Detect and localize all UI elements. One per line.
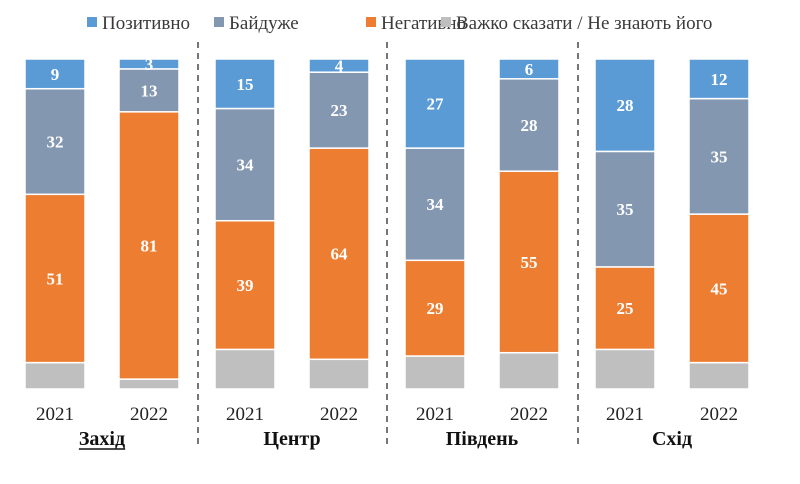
data-label-pos: 12	[711, 70, 728, 89]
region-label: Захід	[79, 428, 125, 450]
bar-segment-neg	[498, 170, 560, 354]
legend-label-dk: Важко сказати / Не знають його	[456, 13, 712, 34]
bar-segment-dk	[594, 348, 656, 390]
data-label-pos: 4	[335, 57, 344, 76]
bar-segment-neg	[118, 111, 180, 380]
bar-segment-neg	[594, 266, 656, 351]
data-label-neg: 64	[331, 245, 349, 264]
year-label: 2021	[36, 404, 74, 425]
data-label-neg: 51	[47, 269, 64, 288]
legend-swatch-dk	[441, 17, 451, 27]
data-label-pos: 6	[525, 60, 534, 79]
bar-segment-dk	[688, 361, 750, 390]
region-label: Схід	[652, 428, 692, 450]
legend-swatch-pos	[87, 17, 97, 27]
region-label: Центр	[263, 428, 320, 450]
bar-segment-dk	[308, 358, 370, 390]
legend-label-pos: Позитивно	[102, 13, 190, 34]
data-label-neg: 55	[521, 253, 538, 272]
legend-swatch-neg	[366, 17, 376, 27]
bar-segment-neg	[308, 147, 370, 361]
data-label-ind: 28	[521, 116, 538, 135]
bar-segment-dk	[24, 361, 86, 390]
bar-segment-dk	[214, 348, 276, 390]
data-label-ind: 34	[237, 156, 255, 175]
bar-segment-neg	[688, 213, 750, 364]
bar-segment-dk	[404, 355, 466, 390]
bar-segment-dk	[118, 378, 180, 390]
bar-segment-ind	[308, 71, 370, 149]
bar-segment-pos	[498, 58, 560, 80]
bar-segment-dk	[498, 351, 560, 390]
bar-segment-pos	[404, 58, 466, 149]
region-label: Південь	[446, 428, 519, 450]
data-label-pos: 28	[617, 96, 634, 115]
legend-label-neg: Негативно	[381, 13, 466, 34]
bar-segment-ind	[594, 150, 656, 268]
data-label-ind: 35	[711, 147, 728, 166]
year-label: 2022	[320, 404, 358, 425]
data-label-ind: 23	[331, 101, 348, 120]
bar-segment-ind	[498, 78, 560, 172]
data-label-ind: 32	[47, 133, 64, 152]
year-label: 2021	[416, 404, 454, 425]
bar-segment-pos	[118, 58, 180, 70]
data-label-neg: 29	[427, 299, 444, 318]
legend-swatch-ind	[214, 17, 224, 27]
data-label-pos: 3	[145, 55, 154, 74]
data-label-pos: 15	[237, 75, 254, 94]
bar-segment-pos	[308, 58, 370, 73]
year-label: 2021	[606, 404, 644, 425]
bars: 51 32 9 81 13 3 39 34 15 64 23 4 29 34 27 55 28 6 25 35 28 45…	[24, 55, 750, 390]
year-label: 2021	[226, 404, 264, 425]
data-label-pos: 9	[51, 65, 60, 84]
year-label: 2022	[700, 404, 738, 425]
bar-segment-pos	[594, 58, 656, 153]
bar-segment-ind	[118, 68, 180, 113]
bar-segment-pos	[24, 58, 86, 90]
year-label: 2022	[510, 404, 548, 425]
region-separators	[197, 42, 579, 448]
bar-segment-ind	[688, 97, 750, 215]
data-label-neg: 25	[617, 299, 634, 318]
data-label-ind: 34	[427, 195, 445, 214]
data-label-ind: 35	[617, 200, 634, 219]
bar-segment-pos	[688, 58, 750, 100]
bar-segment-ind	[24, 87, 86, 196]
legend-label-ind: Байдуже	[229, 13, 299, 34]
year-label: 2022	[130, 404, 168, 425]
data-label-neg: 39	[237, 276, 254, 295]
bar-segment-pos	[214, 58, 276, 110]
bar-segment-ind	[214, 107, 276, 222]
data-label-pos: 27	[427, 95, 445, 114]
data-label-ind: 13	[141, 81, 158, 100]
data-label-neg: 45	[711, 279, 728, 298]
data-label-neg: 81	[141, 236, 158, 255]
